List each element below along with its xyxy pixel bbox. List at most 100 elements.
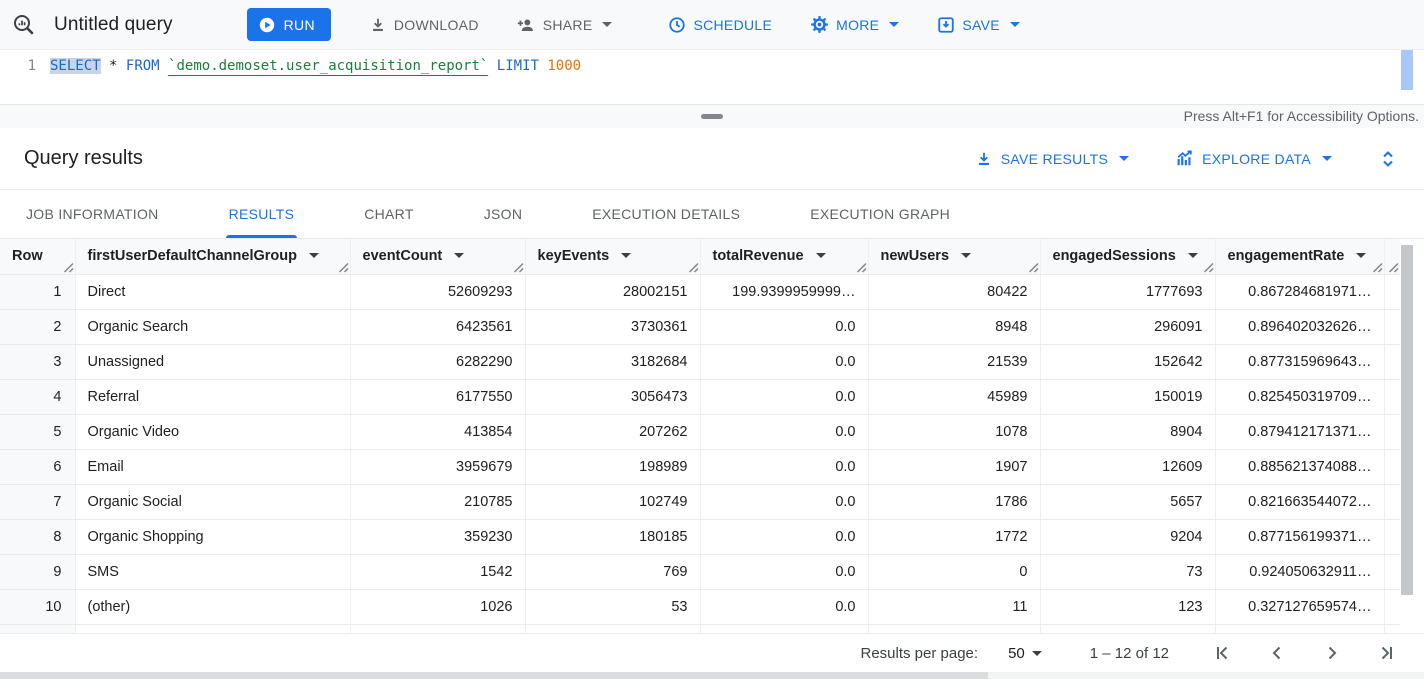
column-header-firstUserDefaultChannelGroup[interactable]: firstUserDefaultChannelGroup	[75, 239, 351, 275]
column-label: newUsers	[880, 248, 950, 265]
clock-icon	[669, 16, 686, 33]
first-page-button[interactable]	[1211, 642, 1233, 664]
table-cell	[1384, 309, 1401, 345]
table-cell: 3182684	[525, 344, 701, 380]
previous-page-button[interactable]	[1266, 642, 1288, 664]
table-cell: 3056473	[525, 379, 701, 415]
table-cell: 0.879412171371…	[1215, 414, 1385, 450]
explore-data-button[interactable]: EXPLORE DATA	[1175, 149, 1332, 168]
table-cell: 769	[525, 554, 701, 590]
tab-json[interactable]: JSON	[483, 206, 523, 222]
column-label: Row	[12, 248, 43, 265]
table-row: 7 Organic Social 210785 102749 0.0 1786 5657 0.…	[0, 484, 1401, 520]
column-header-totalRevenue[interactable]: totalRevenue	[700, 239, 869, 275]
editor-scrollbar-thumb[interactable]	[1401, 50, 1413, 90]
sql-table-reference[interactable]: `demo.demoset.user_acquisition_report`	[168, 58, 489, 76]
table-cell: 3730361	[525, 309, 701, 345]
schedule-button[interactable]: SCHEDULE	[668, 16, 772, 34]
page-size-select[interactable]: 50	[1008, 645, 1042, 662]
column-resize-handle-icon[interactable]	[338, 262, 349, 273]
table-cell: 199.9399959999…	[700, 274, 869, 310]
sql-keyword-from: FROM	[125, 58, 160, 74]
table-cell: 1542	[350, 554, 526, 590]
last-page-button[interactable]	[1376, 642, 1398, 664]
share-button[interactable]: SHARE	[517, 16, 613, 34]
column-label: totalRevenue	[712, 248, 804, 265]
save-results-button[interactable]: SAVE RESULTS	[975, 150, 1130, 168]
table-scrollbar-thumb[interactable]	[1401, 245, 1413, 595]
table-cell: 0.825450319709…	[1215, 379, 1385, 415]
table-cell: 1786	[868, 484, 1041, 520]
run-button[interactable]: RUN	[246, 8, 331, 41]
column-resize-handle-icon[interactable]	[63, 262, 74, 273]
person-add-icon	[517, 18, 533, 31]
table-cell: Referral	[75, 379, 351, 415]
table-row: 10 (other) 1026 53 0.0 11 123 0.327127659574…	[0, 589, 1401, 625]
table-cell: 0.0	[700, 624, 869, 633]
column-menu-caret-icon[interactable]	[454, 253, 465, 259]
tab-job-information[interactable]: JOB INFORMATION	[26, 206, 159, 222]
column-header-eventCount[interactable]: eventCount	[350, 239, 526, 275]
more-button[interactable]: MORE	[810, 15, 900, 34]
column-menu-caret-icon[interactable]	[815, 253, 826, 259]
save-results-caret-icon	[1119, 156, 1130, 161]
tab-results[interactable]: RESULTS	[225, 190, 297, 238]
column-resize-handle-icon[interactable]	[1203, 262, 1214, 273]
horizontal-scrollbar[interactable]	[0, 672, 1424, 679]
column-resize-handle-icon[interactable]	[856, 262, 867, 273]
column-header-engagementRate[interactable]: engagementRate	[1215, 239, 1385, 275]
table-cell: 8948	[868, 309, 1041, 345]
table-cell	[1384, 379, 1401, 415]
column-resize-handle-icon[interactable]	[1372, 262, 1383, 273]
sql-code-line[interactable]: SELECT * FROM `demo.demoset.user_acquisi…	[50, 50, 581, 104]
sql-editor[interactable]: 1 SELECT * FROM `demo.demoset.user_acqui…	[0, 50, 1424, 104]
table-cell: Organic Shopping	[75, 519, 351, 555]
table-cell	[1384, 414, 1401, 450]
tab-execution-graph[interactable]: EXECUTION GRAPH	[810, 206, 951, 222]
table-cell: 494	[525, 624, 701, 633]
column-header-spacer	[1384, 239, 1401, 275]
chevron-left-icon	[1272, 646, 1281, 660]
table-cell: 0.0	[700, 554, 869, 590]
column-menu-caret-icon[interactable]	[621, 253, 632, 259]
table-row: 8 Organic Shopping 359230 180185 0.0 1772 9204…	[0, 519, 1401, 555]
column-resize-handle-icon[interactable]	[513, 262, 524, 273]
expand-results-button[interactable]	[1378, 149, 1398, 169]
query-editor-toolbar: Untitled query RUN DOWNLOAD SHARE SCHEDU…	[0, 0, 1424, 50]
download-icon	[372, 18, 383, 31]
table-cell: 210785	[350, 484, 526, 520]
explore-data-label: EXPLORE DATA	[1202, 150, 1311, 167]
tab-chart[interactable]: CHART	[364, 206, 414, 222]
table-cell: 0.0	[700, 414, 869, 450]
next-page-button[interactable]	[1321, 642, 1343, 664]
column-header-keyEvents[interactable]: keyEvents	[525, 239, 701, 275]
column-header-engagedSessions[interactable]: engagedSessions	[1040, 239, 1216, 275]
column-menu-caret-icon[interactable]	[308, 253, 319, 259]
sql-star: *	[109, 58, 118, 74]
table-cell: 12609	[1040, 449, 1216, 485]
column-resize-handle-icon[interactable]	[1028, 262, 1039, 273]
table-cell: 150019	[1040, 379, 1216, 415]
horizontal-scrollbar-thumb[interactable]	[0, 672, 988, 679]
column-menu-caret-icon[interactable]	[1356, 253, 1367, 259]
table-vertical-scrollbar[interactable]	[1400, 239, 1414, 633]
column-header-newUsers[interactable]: newUsers	[868, 239, 1041, 275]
column-menu-caret-icon[interactable]	[1187, 253, 1198, 259]
table-cell: 0.0	[700, 309, 869, 345]
tab-execution-details[interactable]: EXECUTION DETAILS	[592, 206, 741, 222]
table-cell: Paid Social	[75, 624, 351, 633]
column-resize-handle-icon[interactable]	[688, 262, 699, 273]
download-button[interactable]: DOWNLOAD	[369, 16, 479, 34]
row-number-cell: 3	[0, 344, 76, 380]
row-number-cell: 2	[0, 309, 76, 345]
column-resize-handle-icon[interactable]	[1388, 262, 1399, 273]
save-button[interactable]: SAVE	[937, 16, 1020, 34]
table-cell: Organic Search	[75, 309, 351, 345]
table-cell: 0.877315969643…	[1215, 344, 1385, 380]
splitter-drag-handle[interactable]	[701, 114, 723, 119]
table-cell	[1384, 589, 1401, 625]
column-menu-caret-icon[interactable]	[961, 253, 972, 259]
table-row: 11Paid Social9974940.0001.0	[0, 624, 1401, 633]
table-cell: 0.821663544072…	[1215, 484, 1385, 520]
results-title: Query results	[24, 147, 143, 169]
